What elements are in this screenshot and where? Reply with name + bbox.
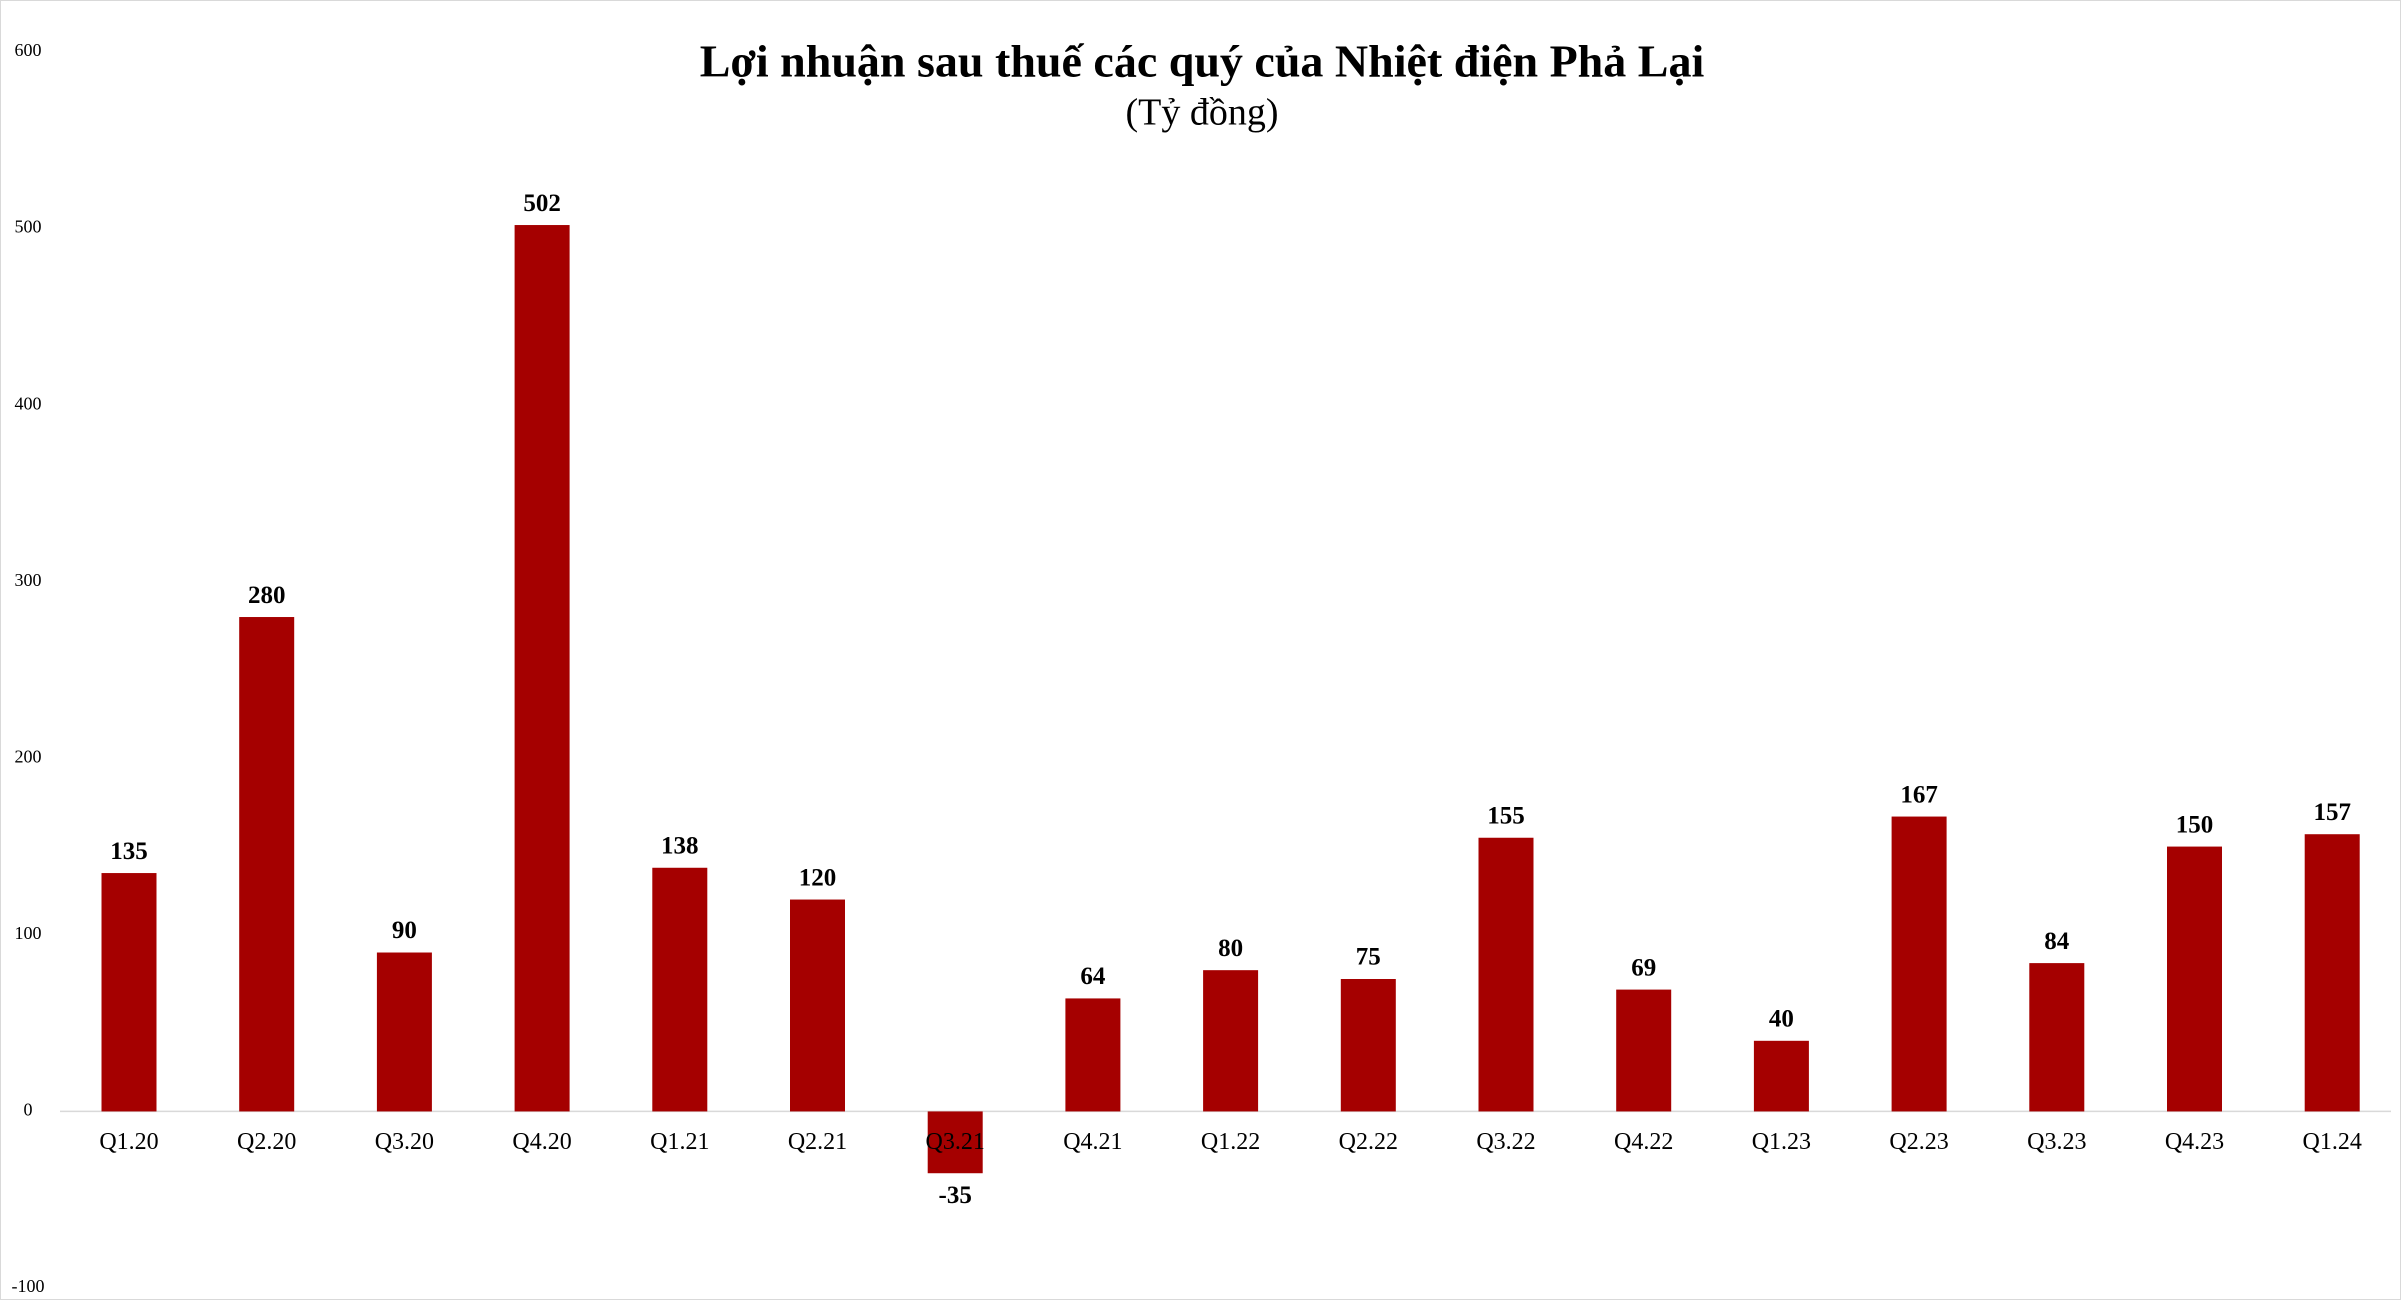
- data-label: 150: [2176, 811, 2214, 838]
- data-label: 80: [1218, 935, 1243, 962]
- bar: [2304, 834, 2360, 1112]
- bar: [1065, 998, 1121, 1112]
- x-tick-label: Q2.22: [1339, 1129, 1398, 1155]
- data-label: 69: [1631, 954, 1656, 981]
- bar: [1203, 970, 1259, 1112]
- data-label: 64: [1080, 963, 1106, 990]
- bar: [514, 225, 570, 1112]
- bar: [790, 899, 845, 1112]
- bar: [1340, 979, 1396, 1112]
- x-tick-label: Q4.21: [1063, 1129, 1122, 1155]
- bar: [1753, 1040, 1809, 1112]
- data-label: 155: [1487, 802, 1525, 829]
- y-tick-label: 0: [24, 1100, 33, 1120]
- x-tick-label: Q4.23: [2165, 1129, 2224, 1155]
- y-tick-label: 100: [15, 923, 42, 943]
- x-tick-label: Q1.21: [650, 1129, 709, 1155]
- bar: [2167, 846, 2222, 1112]
- bar: [2029, 963, 2085, 1112]
- data-label: 120: [799, 864, 837, 891]
- data-label: 138: [661, 832, 699, 859]
- x-tick-label: Q2.21: [788, 1129, 847, 1155]
- x-tick-label: Q1.20: [99, 1129, 158, 1155]
- bar: [1891, 816, 1947, 1112]
- y-tick-label: -100: [12, 1276, 45, 1296]
- y-tick-label: 600: [15, 40, 42, 60]
- data-label: 502: [523, 190, 561, 217]
- y-tick-label: 400: [15, 393, 42, 413]
- data-label: 280: [248, 582, 286, 609]
- bar: [1478, 837, 1534, 1112]
- y-tick-label: 200: [15, 746, 42, 766]
- bar: [652, 867, 708, 1112]
- bar: [239, 617, 295, 1112]
- x-tick-label: Q2.20: [237, 1129, 296, 1155]
- y-tick-label: 300: [15, 570, 42, 590]
- data-label: 75: [1356, 944, 1381, 971]
- x-tick-label: Q1.22: [1201, 1129, 1260, 1155]
- x-tick-label: Q3.23: [2027, 1129, 2086, 1155]
- y-tick-label: 500: [15, 217, 42, 237]
- x-tick-label: Q2.23: [1889, 1129, 1948, 1155]
- data-label: 157: [2313, 799, 2351, 826]
- bar: [1616, 989, 1672, 1112]
- data-label: 40: [1769, 1006, 1794, 1033]
- x-tick-label: Q1.23: [1752, 1129, 1811, 1155]
- x-tick-label: Q3.20: [375, 1129, 434, 1155]
- chart-title: Lợi nhuận sau thuế các quý của Nhiệt điệ…: [700, 36, 1705, 87]
- bar: [376, 952, 432, 1112]
- x-tick-label: Q4.22: [1614, 1129, 1673, 1155]
- data-label: 90: [392, 917, 417, 944]
- chart-subtitle: (Tỷ đồng): [1125, 92, 1278, 134]
- data-label: 135: [110, 838, 148, 865]
- x-tick-label: Q3.21: [926, 1129, 985, 1155]
- bar: [101, 873, 157, 1112]
- x-tick-label: Q1.24: [2303, 1129, 2362, 1155]
- x-tick-label: Q3.22: [1476, 1129, 1535, 1155]
- data-label: -35: [939, 1182, 972, 1209]
- data-label: 167: [1900, 781, 1938, 808]
- data-label: 84: [2044, 928, 2070, 955]
- bar: [927, 1111, 983, 1174]
- x-tick-label: Q4.20: [512, 1129, 571, 1155]
